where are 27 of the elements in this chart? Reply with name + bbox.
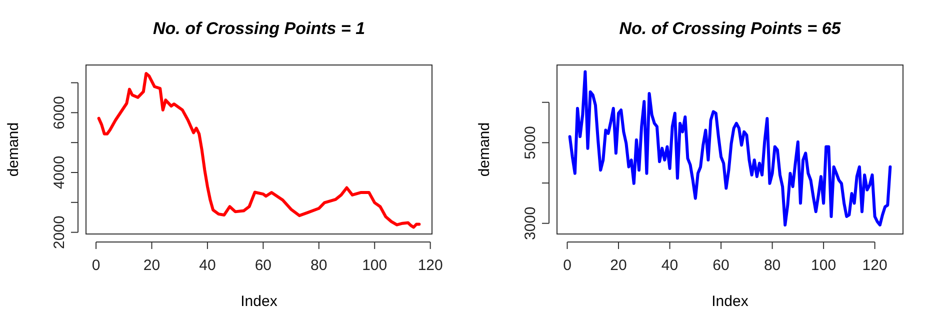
chart-title: No. of Crossing Points = 1	[152, 19, 366, 38]
y-axis-title: demand	[5, 122, 22, 177]
x-axis-title: Index	[712, 293, 749, 310]
x-tick-label: 20	[610, 257, 627, 274]
y-tick-label: 4000	[51, 156, 68, 190]
x-tick-label: 120	[418, 257, 443, 274]
x-tick-label: 0	[92, 257, 100, 274]
chart-title: No. of Crossing Points = 65	[619, 19, 842, 38]
line-series	[97, 72, 421, 229]
y-tick-label: 2000	[51, 216, 68, 250]
x-tick-label: 80	[764, 257, 781, 274]
x-tick-label: 80	[310, 257, 328, 274]
x-tick-label: 40	[661, 257, 678, 274]
y-tick-label: 3000	[522, 206, 539, 240]
x-tick-label: 20	[143, 257, 160, 274]
x-tick-label: 100	[811, 257, 836, 274]
x-tick-label: 40	[199, 257, 216, 274]
x-tick-label: 100	[362, 257, 388, 274]
y-axis-title: demand	[476, 122, 493, 177]
y-tick-label: 5000	[522, 126, 539, 160]
x-axis-title: Index	[240, 293, 278, 310]
x-tick-label: 120	[862, 257, 888, 274]
line-series	[568, 70, 892, 226]
x-tick-label: 60	[254, 257, 272, 274]
x-tick-label: 60	[712, 257, 730, 274]
x-tick-label: 0	[563, 257, 572, 274]
y-tick-label: 6000	[51, 96, 68, 130]
